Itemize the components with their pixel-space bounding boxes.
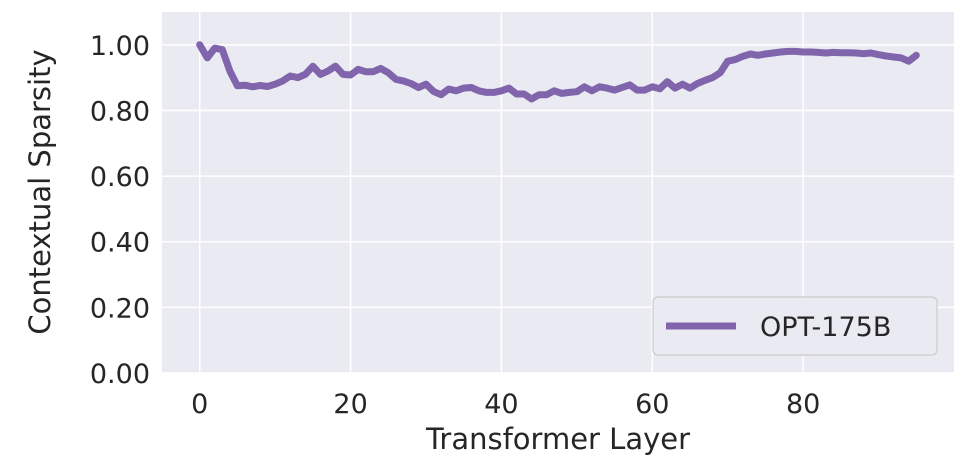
x-tick-labels: 0 20 40 60 80 — [191, 389, 820, 420]
y-tick-label: 0.60 — [90, 162, 150, 193]
y-tick-label: 0.80 — [90, 96, 150, 127]
x-tick-label: 40 — [484, 389, 518, 420]
x-tick-label: 80 — [786, 389, 820, 420]
x-axis-label: Transformer Layer — [425, 422, 690, 456]
x-tick-label: 60 — [635, 389, 669, 420]
x-tick-label: 0 — [191, 389, 208, 420]
x-tick-label: 20 — [333, 389, 367, 420]
series-line-opt-175b — [196, 41, 920, 103]
y-tick-label: 1.00 — [90, 31, 150, 62]
y-axis-label: Contextual Sparsity — [23, 49, 57, 334]
legend: OPT-175B — [652, 296, 938, 356]
legend-box — [652, 296, 938, 356]
y-tick-label: 0.20 — [90, 293, 150, 324]
legend-label: OPT-175B — [760, 312, 891, 343]
y-tick-labels: 0.00 0.20 0.40 0.60 0.80 1.00 — [90, 31, 150, 390]
series-layer — [196, 41, 920, 103]
y-tick-label: 0.40 — [90, 228, 150, 259]
y-tick-label: 0.00 — [90, 359, 150, 390]
